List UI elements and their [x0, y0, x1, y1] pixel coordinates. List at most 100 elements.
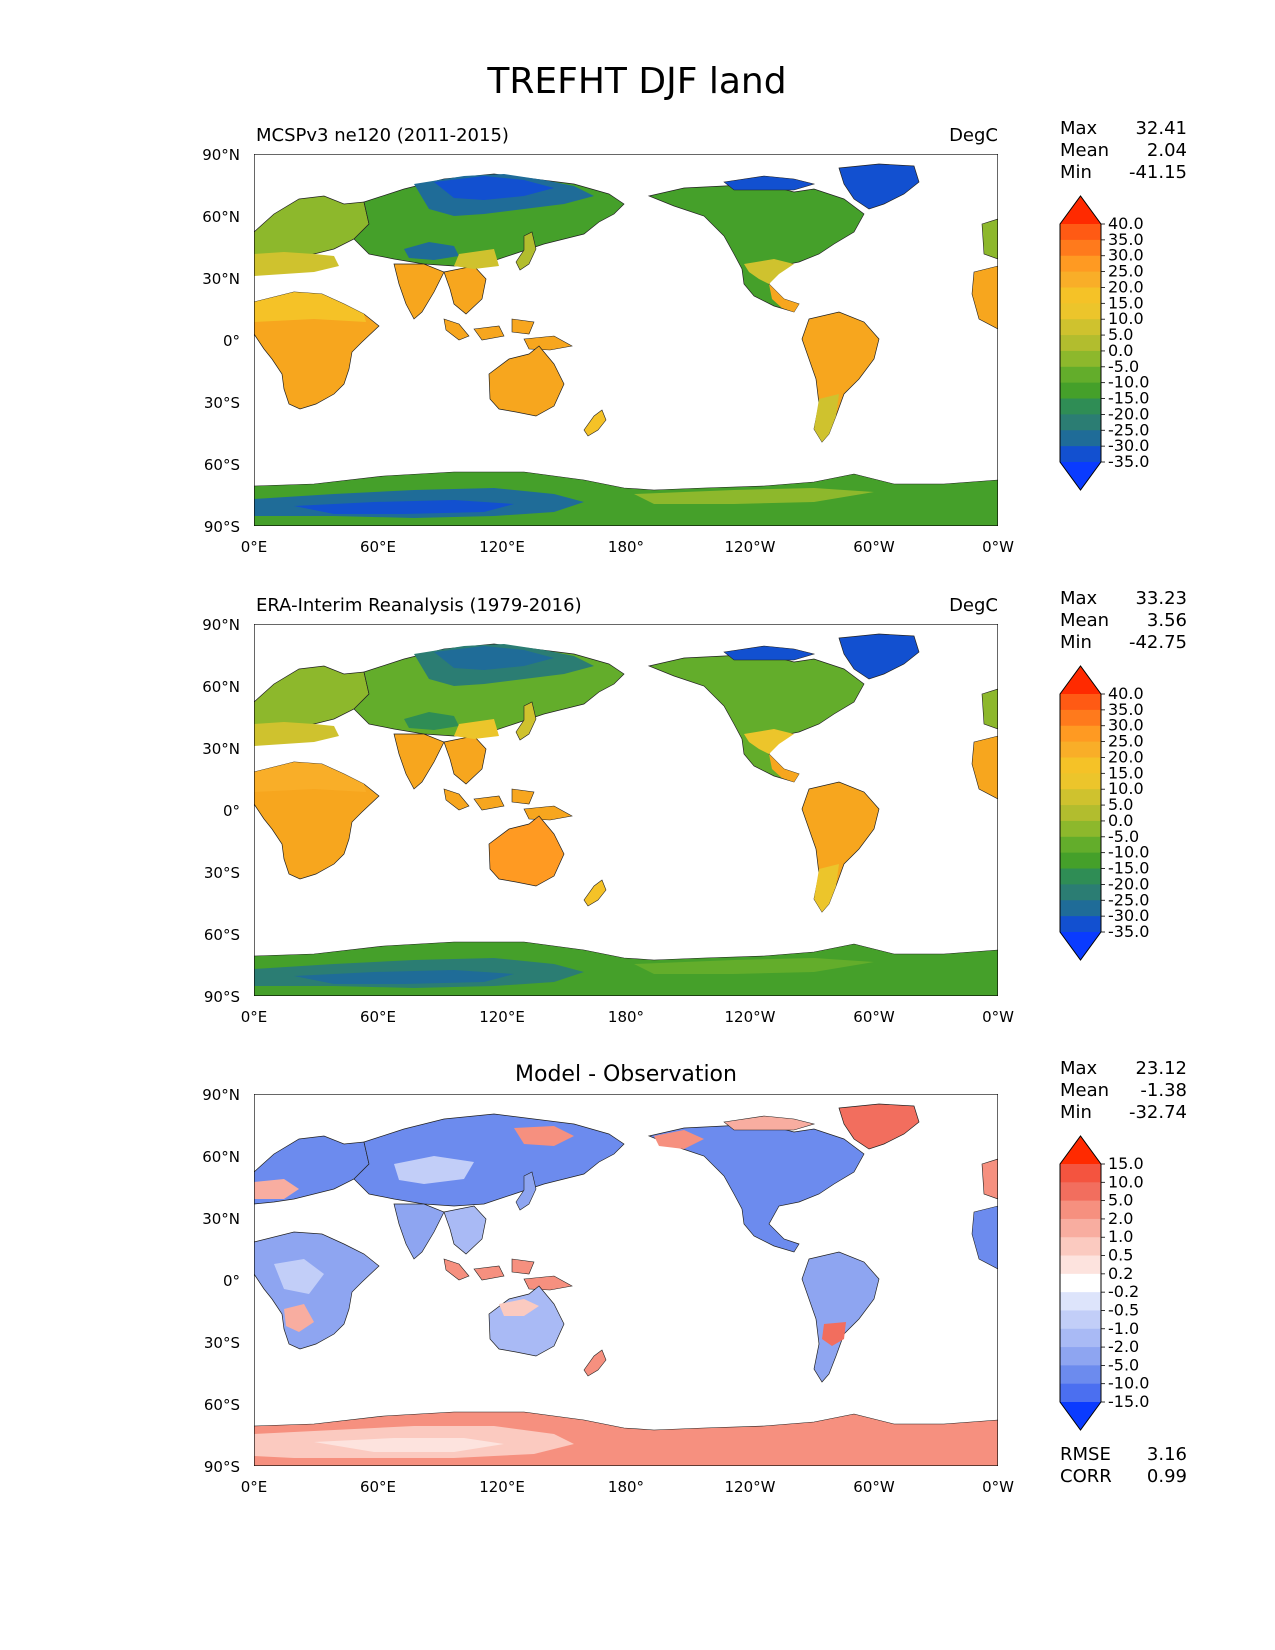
lat-tick-label: 90°S: [204, 1458, 240, 1476]
stat-value-mean: 3.56: [1147, 610, 1187, 631]
stat-value-max: 32.41: [1135, 118, 1187, 139]
landmass-north-america: [647, 1123, 865, 1253]
lon-tick-label: 60°E: [360, 538, 396, 556]
stat-value-max: 33.23: [1135, 588, 1187, 609]
landmass-siberia-core: [434, 176, 554, 200]
lat-tick-label: 0°: [223, 332, 240, 350]
landmass-arctic-canada: [723, 645, 816, 661]
lat-tick-label: 60°S: [204, 456, 240, 474]
colorbar-tick-label: 15.0: [1108, 1154, 1144, 1173]
colorbar-tick-label: 0.5: [1108, 1246, 1133, 1265]
panel-model: MCSPv3 ne120 (2011-2015) DegC: [202, 118, 1187, 556]
landmass-south-america-south: [814, 394, 839, 442]
lon-tick-label: 0°W: [982, 1008, 1014, 1026]
stat-value-min: -42.75: [1129, 632, 1187, 653]
landmass-asia-pale: [394, 1156, 474, 1184]
landmass-india: [393, 1203, 445, 1260]
lat-tick-label: 60°N: [202, 1148, 240, 1166]
colorbar-tick-label: -0.2: [1108, 1282, 1139, 1301]
colorbar-tick-label: 40.0: [1108, 684, 1144, 703]
stat-label-min: Min: [1060, 1102, 1092, 1123]
colorbar: 40.035.030.025.020.015.010.05.00.0-5.0-1…: [1059, 665, 1149, 961]
landmass-indonesia: [443, 1258, 573, 1291]
colorbar-tick-label: -1.0: [1108, 1319, 1139, 1338]
colorbar-tick-label: -35.0: [1108, 452, 1149, 471]
lon-tick-label: 60°W: [853, 538, 895, 556]
panel-diff: Model - Observation: [202, 1058, 1187, 1496]
landmass-australia-warm: [499, 1299, 539, 1316]
colorbar-extend-max: [1060, 666, 1101, 694]
colorbar-segment: [1060, 224, 1101, 241]
colorbar-segment: [1060, 773, 1101, 790]
landmass-arctic-canada: [723, 175, 816, 191]
lon-tick-label: 0°E: [241, 1478, 268, 1496]
colorbar-tick-label: 25.0: [1108, 262, 1144, 281]
colorbar-segment: [1060, 1182, 1101, 1202]
landmass-nz: [583, 1349, 607, 1377]
lon-tick-label: 60°W: [853, 1478, 895, 1496]
landmass-europe-warm: [254, 1179, 299, 1199]
lat-tick-label: 60°S: [204, 1396, 240, 1414]
colorbar-segment: [1060, 900, 1101, 917]
lat-tick-label: 30°S: [204, 394, 240, 412]
colorbar-tick-label: -15.0: [1108, 859, 1149, 878]
lat-tick-label: 30°N: [202, 740, 240, 758]
lon-tick-label: 0°W: [982, 538, 1014, 556]
colorbar-tick-label: 5.0: [1108, 325, 1133, 344]
stat-value-mean: -1.38: [1140, 1080, 1187, 1101]
colorbar-extend-max: [1060, 196, 1101, 224]
landmass-central-america: [769, 754, 799, 782]
landmass-greenland: [838, 1103, 920, 1150]
lon-tick-label: 120°W: [725, 1008, 776, 1026]
landmass-europe-wrap: [981, 688, 998, 730]
colorbar-tick-label: -20.0: [1108, 404, 1149, 423]
colorbar-segment: [1060, 239, 1101, 257]
colorbar-segment: [1060, 805, 1101, 822]
stat-label-max: Max: [1060, 1058, 1098, 1079]
colorbar-segment: [1060, 916, 1101, 933]
colorbar-tick-label: 35.0: [1108, 230, 1144, 249]
landmass-south-america-warm: [822, 1322, 846, 1346]
panel-title-center: Model - Observation: [515, 1062, 737, 1087]
colorbar-tick-label: -5.0: [1108, 357, 1139, 376]
landmass-greenland: [838, 633, 920, 680]
lat-tick-label: 90°N: [202, 616, 240, 634]
landmass-africa-patch: [274, 1259, 324, 1294]
lat-tick-label: 30°N: [202, 270, 240, 288]
colorbar-segment: [1060, 1347, 1101, 1366]
lat-tick-label: 30°N: [202, 1210, 240, 1228]
lon-tick-label: 120°W: [725, 538, 776, 556]
colorbar-segment: [1060, 757, 1101, 774]
stat-label-rmse: RMSE: [1060, 1444, 1111, 1465]
colorbar-tick-label: -25.0: [1108, 890, 1149, 909]
colorbar-segment: [1060, 741, 1101, 758]
landmass-south-america-south: [814, 864, 839, 912]
lat-tick-labels: 90°N 60°N 30°N 0° 30°S 60°S 90°S: [202, 616, 240, 1006]
lon-tick-label: 0°E: [241, 538, 268, 556]
stats-block: Max 33.23 Mean 3.56 Min -42.75: [1060, 588, 1187, 653]
stat-value-max: 23.12: [1135, 1058, 1187, 1079]
panel-title-left: ERA-Interim Reanalysis (1979-2016): [256, 595, 582, 616]
lon-tick-labels: 0°E 60°E 120°E 180° 120°W 60°W 0°W: [241, 1478, 1014, 1496]
stat-label-min: Min: [1060, 162, 1092, 183]
stat-value-mean: 2.04: [1147, 140, 1187, 161]
colorbar-segment: [1060, 398, 1101, 415]
colorbar-tick-label: 25.0: [1108, 732, 1144, 751]
landmass-australia: [488, 815, 565, 887]
lon-tick-label: 180°: [608, 1008, 644, 1026]
landmass-greenland: [838, 163, 920, 210]
colorbar-segment: [1060, 789, 1101, 806]
colorbar-tick-label: 20.0: [1108, 747, 1144, 766]
colorbar-extend-min: [1060, 1402, 1101, 1430]
map-model: [254, 154, 998, 526]
colorbar-segment: [1060, 1200, 1101, 1220]
landmass-north-america-south: [744, 259, 794, 284]
lat-tick-label: 30°S: [204, 864, 240, 882]
landmass-tibet: [404, 712, 459, 730]
colorbar-tick-label: -30.0: [1108, 906, 1149, 925]
colorbar-extend-min: [1060, 932, 1101, 960]
landmass-africa-north: [254, 292, 366, 322]
stat-value-min: -41.15: [1129, 162, 1187, 183]
landmass-alaska-warm: [654, 1130, 704, 1149]
